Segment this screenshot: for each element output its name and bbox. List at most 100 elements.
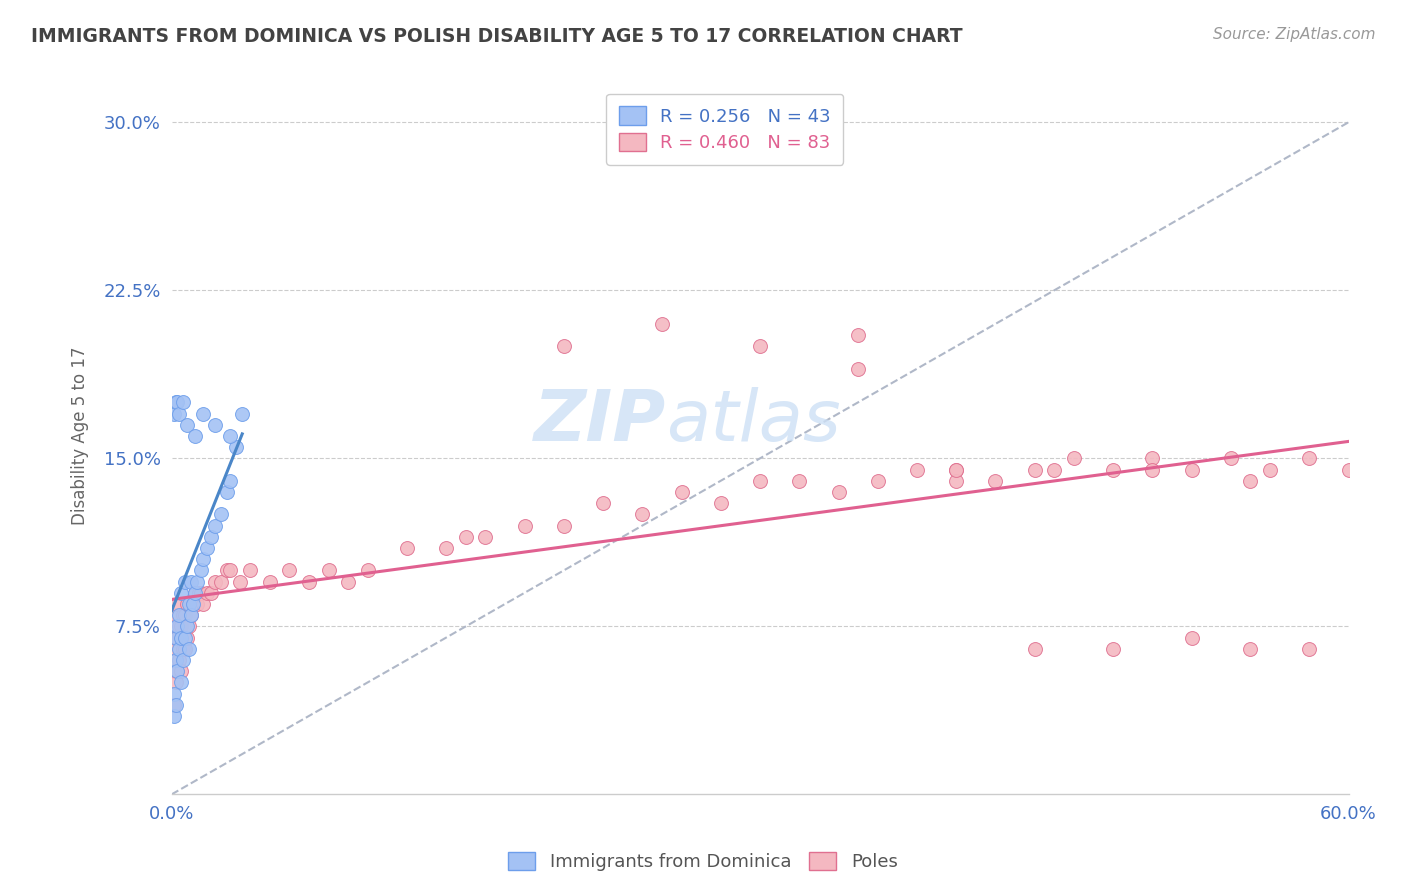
Point bbox=[186, 597, 208, 611]
Point bbox=[231, 407, 253, 421]
Point bbox=[219, 429, 242, 443]
Point bbox=[395, 541, 418, 555]
Text: IMMIGRANTS FROM DOMINICA VS POLISH DISABILITY AGE 5 TO 17 CORRELATION CHART: IMMIGRANTS FROM DOMINICA VS POLISH DISAB… bbox=[31, 27, 963, 45]
Point bbox=[166, 631, 188, 645]
Point bbox=[166, 597, 188, 611]
Point bbox=[209, 574, 232, 589]
Point bbox=[1298, 641, 1320, 656]
Point bbox=[190, 563, 212, 577]
Point bbox=[172, 608, 194, 623]
Point bbox=[181, 597, 204, 611]
Point bbox=[165, 653, 187, 667]
Point bbox=[162, 698, 184, 712]
Point bbox=[749, 127, 772, 141]
Point bbox=[215, 563, 238, 577]
Legend: R = 0.256   N = 43, R = 0.460   N = 83: R = 0.256 N = 43, R = 0.460 N = 83 bbox=[606, 94, 844, 165]
Point bbox=[176, 619, 198, 633]
Point bbox=[179, 597, 201, 611]
Point bbox=[166, 619, 188, 633]
Point bbox=[357, 563, 380, 577]
Point bbox=[1142, 451, 1164, 466]
Point bbox=[204, 518, 226, 533]
Point bbox=[789, 474, 811, 488]
Point bbox=[169, 619, 191, 633]
Point bbox=[215, 484, 238, 499]
Point bbox=[1219, 451, 1241, 466]
Point bbox=[1258, 462, 1281, 476]
Point bbox=[1181, 462, 1204, 476]
Point bbox=[239, 563, 262, 577]
Point bbox=[169, 641, 191, 656]
Point bbox=[945, 462, 967, 476]
Point bbox=[165, 698, 187, 712]
Point bbox=[169, 608, 191, 623]
Point bbox=[170, 585, 193, 599]
Point bbox=[984, 474, 1007, 488]
Legend: Immigrants from Dominica, Poles: Immigrants from Dominica, Poles bbox=[501, 845, 905, 879]
Point bbox=[172, 395, 194, 409]
Point bbox=[945, 462, 967, 476]
Point bbox=[866, 474, 889, 488]
Point bbox=[165, 395, 187, 409]
Point bbox=[179, 641, 201, 656]
Point bbox=[184, 429, 207, 443]
Point bbox=[176, 597, 198, 611]
Point bbox=[592, 496, 614, 510]
Point bbox=[1024, 462, 1046, 476]
Point bbox=[200, 530, 222, 544]
Point bbox=[200, 585, 222, 599]
Point bbox=[186, 574, 208, 589]
Point bbox=[184, 585, 207, 599]
Point bbox=[170, 664, 193, 678]
Point bbox=[259, 574, 281, 589]
Point bbox=[165, 675, 187, 690]
Point bbox=[278, 563, 301, 577]
Point bbox=[1043, 462, 1066, 476]
Point bbox=[179, 619, 201, 633]
Point bbox=[749, 474, 772, 488]
Point bbox=[184, 585, 207, 599]
Point bbox=[166, 664, 188, 678]
Point bbox=[1181, 631, 1204, 645]
Point bbox=[298, 574, 321, 589]
Point bbox=[846, 361, 869, 376]
Point bbox=[172, 641, 194, 656]
Point bbox=[1142, 462, 1164, 476]
Point bbox=[204, 574, 226, 589]
Point bbox=[162, 709, 184, 723]
Point bbox=[188, 585, 211, 599]
Point bbox=[474, 530, 496, 544]
Point bbox=[204, 417, 226, 432]
Point bbox=[219, 563, 242, 577]
Point bbox=[671, 484, 693, 499]
Point bbox=[553, 518, 575, 533]
Point bbox=[1102, 641, 1125, 656]
Point bbox=[434, 541, 457, 555]
Point bbox=[169, 407, 191, 421]
Text: Source: ZipAtlas.com: Source: ZipAtlas.com bbox=[1212, 27, 1375, 42]
Point bbox=[170, 631, 193, 645]
Point bbox=[1298, 451, 1320, 466]
Point bbox=[1239, 474, 1261, 488]
Point bbox=[174, 608, 197, 623]
Point bbox=[710, 496, 733, 510]
Point bbox=[209, 508, 232, 522]
Point bbox=[174, 574, 197, 589]
Point bbox=[162, 664, 184, 678]
Y-axis label: Disability Age 5 to 17: Disability Age 5 to 17 bbox=[72, 347, 89, 525]
Point bbox=[170, 675, 193, 690]
Text: atlas: atlas bbox=[666, 387, 841, 456]
Point bbox=[166, 664, 188, 678]
Point bbox=[553, 339, 575, 353]
Point bbox=[174, 641, 197, 656]
Text: ZIP: ZIP bbox=[534, 387, 666, 456]
Point bbox=[165, 608, 187, 623]
Point bbox=[945, 474, 967, 488]
Point bbox=[749, 339, 772, 353]
Point bbox=[176, 417, 198, 432]
Point bbox=[631, 508, 654, 522]
Point bbox=[229, 574, 252, 589]
Point bbox=[318, 563, 340, 577]
Point bbox=[191, 597, 214, 611]
Point bbox=[169, 653, 191, 667]
